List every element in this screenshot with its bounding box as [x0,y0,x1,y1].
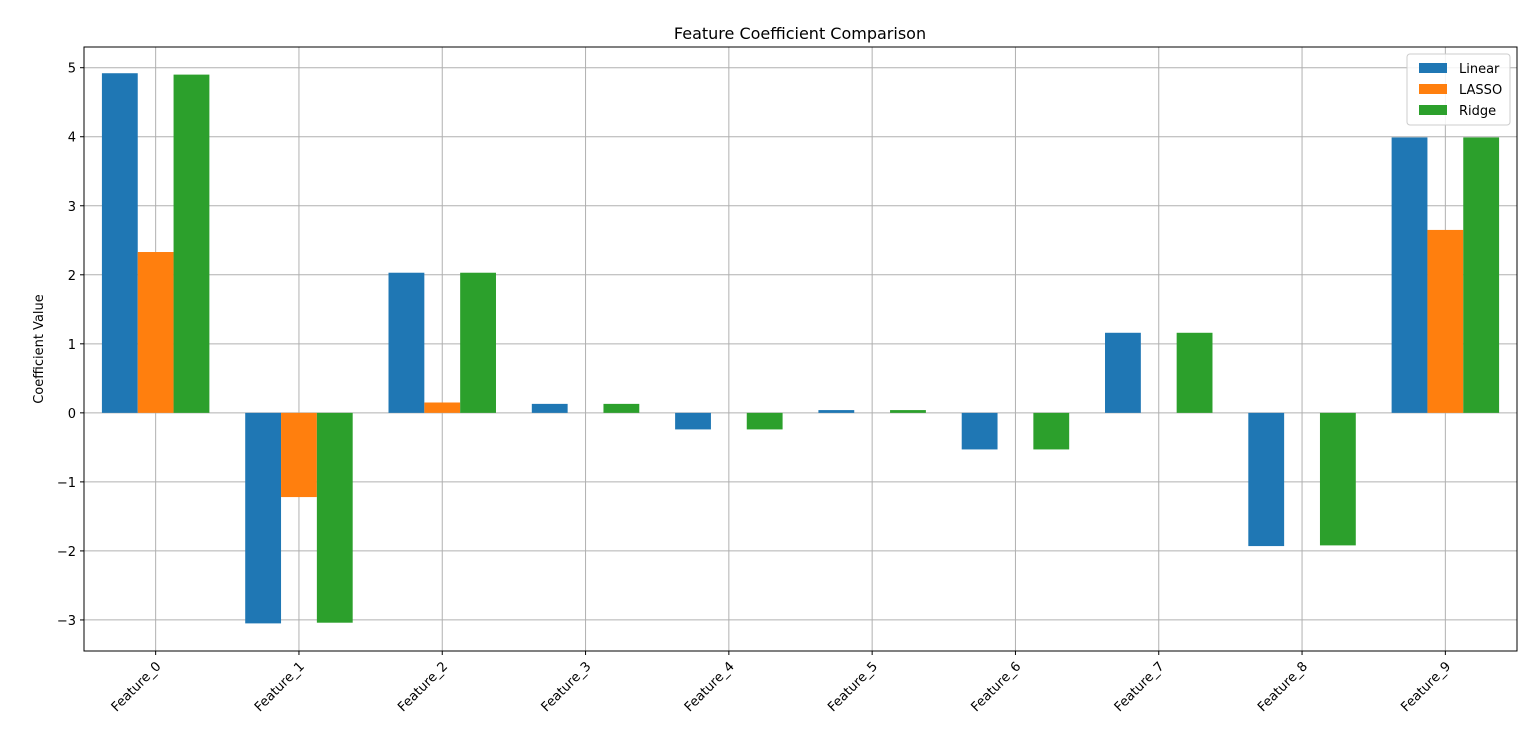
legend-swatch-lasso [1419,84,1447,94]
bar-linear-feature_3 [531,403,568,413]
x-tick-label: Feature_1 [252,659,308,715]
bar-lasso-feature_9 [1427,229,1464,413]
bar-linear-feature_9 [1391,137,1428,413]
x-tick-label: Feature_0 [109,659,165,715]
bar-ridge-feature_5 [890,410,926,413]
bar-lasso-feature_1 [281,412,317,498]
y-tick-label: −3 [57,614,76,629]
bar-ridge-feature_6 [1033,412,1070,450]
y-tick-label: 1 [68,338,76,353]
x-tick-label: Feature_4 [682,659,738,715]
bar-linear-feature_7 [1105,332,1141,413]
bar-ridge-feature_9 [1463,137,1500,413]
legend-label-lasso: LASSO [1459,83,1502,98]
y-ticks: −3 −2 −1 0 1 2 3 4 5 [57,62,84,629]
bar-ridge-feature_8 [1319,412,1356,546]
chart-title: Feature Coefficient Comparison [674,24,926,43]
bar-ridge-feature_1 [316,412,353,623]
axes [83,46,1518,652]
bar-lasso-feature_0 [137,252,174,413]
x-tick-label: Feature_6 [968,659,1024,715]
bar-lasso-feature_2 [424,402,461,413]
x-tick-label: Feature_3 [539,659,595,715]
bar-linear-feature_5 [818,410,855,413]
bar-ridge-feature_3 [603,403,640,413]
y-axis-label: Coefficient Value [32,294,47,404]
bar-ridge-feature_7 [1176,332,1213,413]
x-tick-label: Feature_8 [1255,659,1311,715]
y-tick-label: 3 [68,200,76,215]
bar-ridge-feature_4 [746,412,783,430]
bar-linear-feature_0 [101,73,138,413]
bar-linear-feature_6 [961,412,998,450]
bar-ridge-feature_0 [173,74,210,413]
bar-ridge-feature_2 [460,272,496,413]
y-tick-label: −2 [57,545,76,560]
bar-linear-feature_1 [245,412,282,624]
x-ticks: Feature_0 Feature_1 Feature_2 Feature_3 Feat… [109,651,1454,715]
legend: Linear LASSO Ridge [1406,53,1511,126]
y-tick-label: 2 [68,269,76,284]
bars [101,73,1500,624]
bar-linear-feature_4 [675,412,711,430]
x-tick-label: Feature_9 [1398,659,1454,715]
y-tick-label: −1 [57,476,76,491]
y-tick-label: 5 [68,62,76,77]
x-tick-label: Feature_7 [1112,659,1168,715]
y-tick-label: 0 [68,407,76,422]
legend-swatch-ridge [1419,105,1447,115]
y-tick-label: 4 [68,131,76,146]
x-tick-label: Feature_5 [825,659,881,715]
legend-label-linear: Linear [1459,62,1500,77]
bar-linear-feature_2 [388,272,425,413]
legend-swatch-linear [1419,63,1447,73]
plot-frame [83,46,1518,652]
legend-label-ridge: Ridge [1459,104,1496,119]
grid [84,47,1517,651]
bar-linear-feature_8 [1248,412,1285,547]
x-tick-label: Feature_2 [395,659,451,715]
